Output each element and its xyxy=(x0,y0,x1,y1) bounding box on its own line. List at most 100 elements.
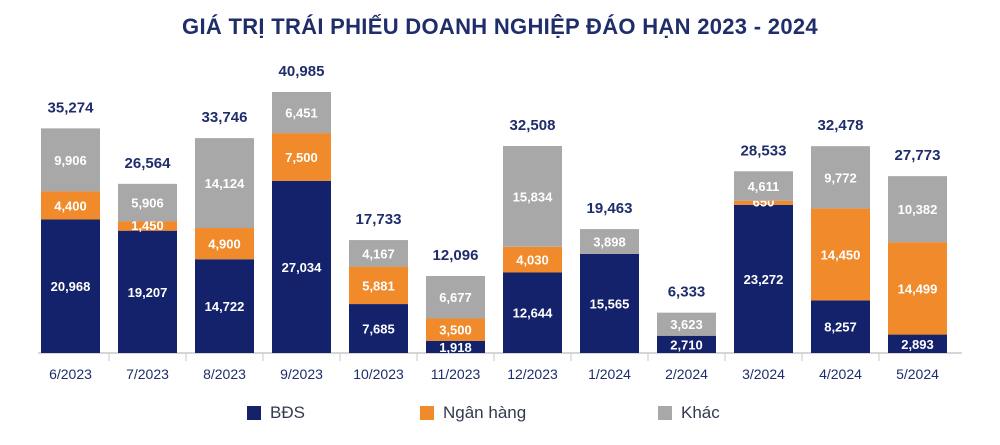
total-label-12-2023: 32,508 xyxy=(510,117,556,134)
x-tick-label-5-2024: 5/2024 xyxy=(896,366,939,382)
legend-swatch-ngan-hang xyxy=(420,406,434,420)
chart-title: GIÁ TRỊ TRÁI PHIẾU DOANH NGHIỆP ĐÁO HẠN … xyxy=(182,14,818,39)
legend-item-bds: BĐS xyxy=(247,403,305,423)
data-label-khac-3-2024: 4,611 xyxy=(748,179,780,194)
data-label-khac-4-2024: 9,772 xyxy=(824,170,857,185)
x-tick-label-9-2023: 9/2023 xyxy=(280,366,323,382)
data-label-khac-2-2024: 3,623 xyxy=(670,317,703,332)
bar-khac-10-2023 xyxy=(349,240,408,267)
data-label-ngan-hang-5-2024: 14,499 xyxy=(898,281,938,296)
bar-bds-10-2023 xyxy=(349,304,408,353)
legend-label-bds: BĐS xyxy=(270,403,305,422)
bar-bds-1-2024 xyxy=(580,253,639,353)
legend-item-ngan-hang: Ngân hàng xyxy=(420,403,526,423)
bar-bds-5-2024 xyxy=(888,334,947,353)
stacked-bar-chart: 20,968 4,400 9,906 35,274 6/2023 19,207 1,450 5… xyxy=(38,63,962,382)
total-label-9-2023: 40,985 xyxy=(279,63,325,80)
bar-bds-4-2024 xyxy=(811,300,870,353)
data-label-bds-1-2024: 15,565 xyxy=(590,296,630,311)
bar-ngan-hang-6-2023 xyxy=(41,191,100,220)
data-label-khac-9-2023: 6,451 xyxy=(285,106,318,121)
data-label-khac-12-2023: 15,834 xyxy=(513,189,554,204)
bar-khac-7-2023 xyxy=(118,183,177,222)
data-label-bds-8-2023: 14,722 xyxy=(205,299,245,314)
data-label-bds-10-2023: 7,685 xyxy=(362,322,395,337)
data-label-bds-11-2023: 1,918 xyxy=(439,340,472,355)
bar-ngan-hang-7-2023 xyxy=(118,221,177,231)
data-label-ngan-hang-9-2023: 7,500 xyxy=(285,150,318,165)
data-label-bds-3-2024: 23,272 xyxy=(744,272,784,287)
data-label-ngan-hang-7-2023: 1,450 xyxy=(131,218,164,233)
data-label-bds-9-2023: 27,034 xyxy=(282,260,323,275)
bar-ngan-hang-12-2023 xyxy=(503,246,562,273)
data-label-ngan-hang-12-2023: 4,030 xyxy=(516,253,549,268)
total-label-11-2023: 12,096 xyxy=(433,247,479,264)
data-label-bds-5-2024: 2,893 xyxy=(901,337,934,352)
bar-ngan-hang-3-2024 xyxy=(734,200,793,205)
total-label-8-2023: 33,746 xyxy=(202,109,248,126)
x-tick-label-4-2024: 4/2024 xyxy=(819,366,862,382)
bar-khac-4-2024 xyxy=(811,146,870,209)
bar-ngan-hang-10-2023 xyxy=(349,266,408,305)
bar-khac-9-2023 xyxy=(272,92,331,134)
bar-bds-8-2023 xyxy=(195,259,254,353)
bar-bds-6-2023 xyxy=(41,219,100,353)
bar-bds-3-2024 xyxy=(734,204,793,353)
data-label-khac-6-2023: 9,906 xyxy=(54,153,87,168)
bar-khac-6-2023 xyxy=(41,128,100,192)
x-tick-label-8-2023: 8/2023 xyxy=(203,366,246,382)
total-label-2-2024: 6,333 xyxy=(668,284,706,301)
data-label-bds-7-2023: 19,207 xyxy=(128,285,168,300)
data-label-ngan-hang-6-2023: 4,400 xyxy=(54,198,87,213)
bar-ngan-hang-8-2023 xyxy=(195,228,254,260)
bar-khac-3-2024 xyxy=(734,171,793,201)
data-label-bds-4-2024: 8,257 xyxy=(824,320,857,335)
data-label-khac-10-2023: 4,167 xyxy=(362,246,395,261)
x-tick-label-10-2023: 10/2023 xyxy=(353,366,404,382)
bar-khac-5-2024 xyxy=(888,176,947,243)
x-tick-label-6-2023: 6/2023 xyxy=(49,366,92,382)
data-label-ngan-hang-10-2023: 5,881 xyxy=(362,278,395,293)
bar-ngan-hang-9-2023 xyxy=(272,133,331,181)
data-label-ngan-hang-4-2024: 14,450 xyxy=(821,247,861,262)
total-label-3-2024: 28,533 xyxy=(741,142,787,159)
x-tick-label-11-2023: 11/2023 xyxy=(431,366,481,382)
bar-khac-12-2023 xyxy=(503,145,562,247)
bar-bds-7-2023 xyxy=(118,230,177,353)
bar-ngan-hang-11-2023 xyxy=(426,318,485,341)
bar-bds-12-2023 xyxy=(503,272,562,353)
data-label-bds-2-2024: 2,710 xyxy=(670,337,703,352)
data-label-ngan-hang-11-2023: 3,500 xyxy=(439,323,472,338)
total-label-7-2023: 26,564 xyxy=(125,155,172,172)
data-label-khac-5-2024: 10,382 xyxy=(898,202,938,217)
total-label-5-2024: 27,773 xyxy=(895,147,941,164)
bar-bds-9-2023 xyxy=(272,180,331,353)
x-tick-label-2-2024: 2/2024 xyxy=(665,366,708,382)
bar-ngan-hang-4-2024 xyxy=(811,208,870,301)
bar-bds-2-2024 xyxy=(657,335,716,353)
data-label-bds-12-2023: 12,644 xyxy=(513,306,554,321)
total-label-4-2024: 32,478 xyxy=(818,117,864,134)
data-label-bds-6-2023: 20,968 xyxy=(51,279,91,294)
bar-khac-2-2024 xyxy=(657,312,716,336)
bar-bds-11-2023 xyxy=(426,340,485,353)
legend-swatch-khac xyxy=(658,406,672,420)
total-label-1-2024: 19,463 xyxy=(587,200,633,217)
x-tick-label-12-2023: 12/2023 xyxy=(507,366,558,382)
bar-khac-8-2023 xyxy=(195,138,254,229)
legend-label-khac: Khác xyxy=(681,403,720,422)
legend-label-ngan-hang: Ngân hàng xyxy=(443,403,527,422)
data-label-ngan-hang-8-2023: 4,900 xyxy=(208,237,241,252)
x-tick-label-1-2024: 1/2024 xyxy=(588,366,631,382)
bar-khac-1-2024 xyxy=(580,229,639,254)
x-tick-label-7-2023: 7/2023 xyxy=(126,366,169,382)
legend-swatch-bds xyxy=(247,406,261,420)
legend-item-khac: Khác xyxy=(658,403,720,423)
data-label-khac-11-2023: 6,677 xyxy=(439,290,472,305)
x-tick-label-3-2024: 3/2024 xyxy=(742,366,785,382)
legend: BĐS Ngân hàng Khác xyxy=(0,403,1000,427)
bar-khac-11-2023 xyxy=(426,275,485,319)
data-label-khac-1-2024: 3,898 xyxy=(593,234,626,249)
data-label-khac-7-2023: 5,906 xyxy=(131,196,164,211)
total-label-6-2023: 35,274 xyxy=(48,99,95,116)
